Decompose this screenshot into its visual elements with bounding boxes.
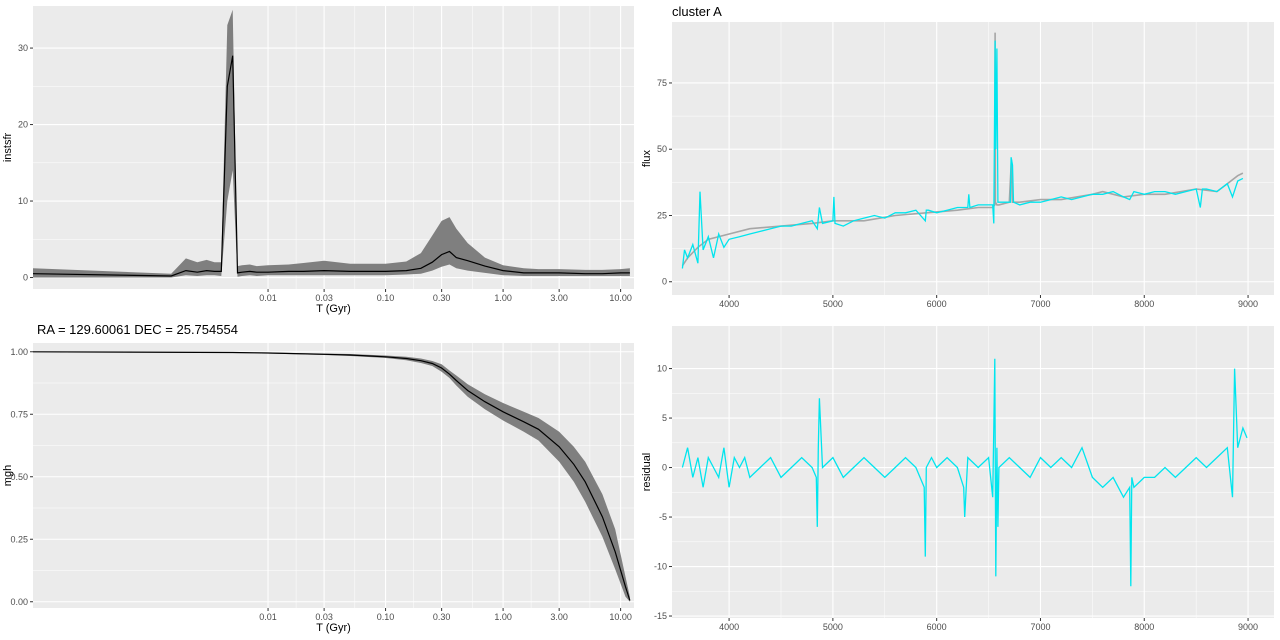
x-tick-label: 3.00 <box>550 293 568 303</box>
grid <box>672 22 1274 295</box>
x-tick-label: 0.10 <box>377 612 395 622</box>
y-tick-label: 50 <box>657 144 667 154</box>
grid <box>672 326 1274 618</box>
chart-title: RA = 129.60061 DEC = 25.754554 <box>37 322 238 337</box>
panel-background <box>33 343 634 608</box>
y-tick-label: 10 <box>18 196 28 206</box>
panel-background <box>672 326 1274 618</box>
y-tick-label: 0.25 <box>10 534 28 544</box>
x-tick-label: 10.00 <box>609 293 632 303</box>
x-tick-label: 7000 <box>1030 299 1050 309</box>
y-tick-label: 20 <box>18 120 28 130</box>
x-tick-label: 9000 <box>1238 622 1258 632</box>
grid <box>33 343 634 608</box>
y-tick-label: 0 <box>662 277 667 287</box>
chart-panel-p1: 0.01 0.03 0.10 0.30 1.00 3.00 10.00 0 10 20 30 T (G… <box>2 6 634 315</box>
x-tick-label: 0.30 <box>433 612 451 622</box>
x-axis-title: T (Gyr) <box>316 303 351 315</box>
x-tick-label: 0.30 <box>433 293 451 303</box>
x-tick-label: 0.03 <box>315 293 333 303</box>
panel-background <box>33 6 634 289</box>
median-line <box>32 351 631 601</box>
y-tick-label: 0.75 <box>10 409 28 419</box>
x-tick-label: 0.01 <box>259 612 277 622</box>
x-tick-label: 3.00 <box>550 612 568 622</box>
y-tick-label: 25 <box>657 210 667 220</box>
x-tick-label: 7000 <box>1030 622 1050 632</box>
x-tick-label: 1.00 <box>494 612 512 622</box>
panel-background <box>672 22 1274 295</box>
chart-panel-p2: 4000 5000 6000 7000 8000 9000 0 25 50 75 flux clust… <box>641 4 1274 309</box>
y-axis-title: residual <box>641 453 653 492</box>
y-tick-label: 1.00 <box>10 347 28 357</box>
x-tick-label: 4000 <box>719 622 739 632</box>
x-tick-label: 0.01 <box>259 293 277 303</box>
x-tick-label: 0.03 <box>315 612 333 622</box>
x-tick-label: 8000 <box>1134 622 1154 632</box>
model-spectrum-line <box>681 32 1244 267</box>
x-tick-label: 9000 <box>1238 299 1258 309</box>
x-tick-label: 1.00 <box>494 293 512 303</box>
chart-panel-p4: 4000 5000 6000 7000 8000 9000 -15 -10 -5 0 5 10 resi… <box>641 326 1274 632</box>
grid <box>33 6 634 289</box>
y-tick-label: 10 <box>657 364 667 374</box>
y-tick-label: 75 <box>657 78 667 88</box>
y-axis-title: flux <box>641 149 653 167</box>
y-tick-label: 30 <box>18 43 28 53</box>
x-tick-label: 4000 <box>719 299 739 309</box>
chart-panel-p3: 0.01 0.03 0.10 0.30 1.00 3.00 10.00 0.00 0.25 0.5… <box>2 322 634 634</box>
y-tick-label: 0 <box>662 463 667 473</box>
x-tick-label: 5000 <box>823 299 843 309</box>
x-tick-label: 10.00 <box>609 612 632 622</box>
y-tick-label: 0.50 <box>10 472 28 482</box>
median-line <box>32 55 630 277</box>
x-tick-label: 6000 <box>927 622 947 632</box>
y-axis-title: mgh <box>2 465 14 486</box>
x-tick-label: 5000 <box>823 622 843 632</box>
y-tick-label: -10 <box>654 562 667 572</box>
x-tick-label: 8000 <box>1134 299 1154 309</box>
y-tick-label: 0.00 <box>10 597 28 607</box>
observed-spectrum-line <box>681 40 1244 269</box>
x-tick-label: 0.10 <box>377 293 395 303</box>
chart-title: cluster A <box>672 4 722 19</box>
y-tick-label: 0 <box>23 273 28 283</box>
x-tick-label: 6000 <box>927 299 947 309</box>
y-tick-label: -15 <box>654 611 667 621</box>
x-axis-title: T (Gyr) <box>316 622 351 634</box>
y-axis-title: instsfr <box>2 132 14 162</box>
observed-spectrum-line <box>681 358 1248 587</box>
y-tick-label: 5 <box>662 413 667 423</box>
y-tick-label: -5 <box>659 512 667 522</box>
